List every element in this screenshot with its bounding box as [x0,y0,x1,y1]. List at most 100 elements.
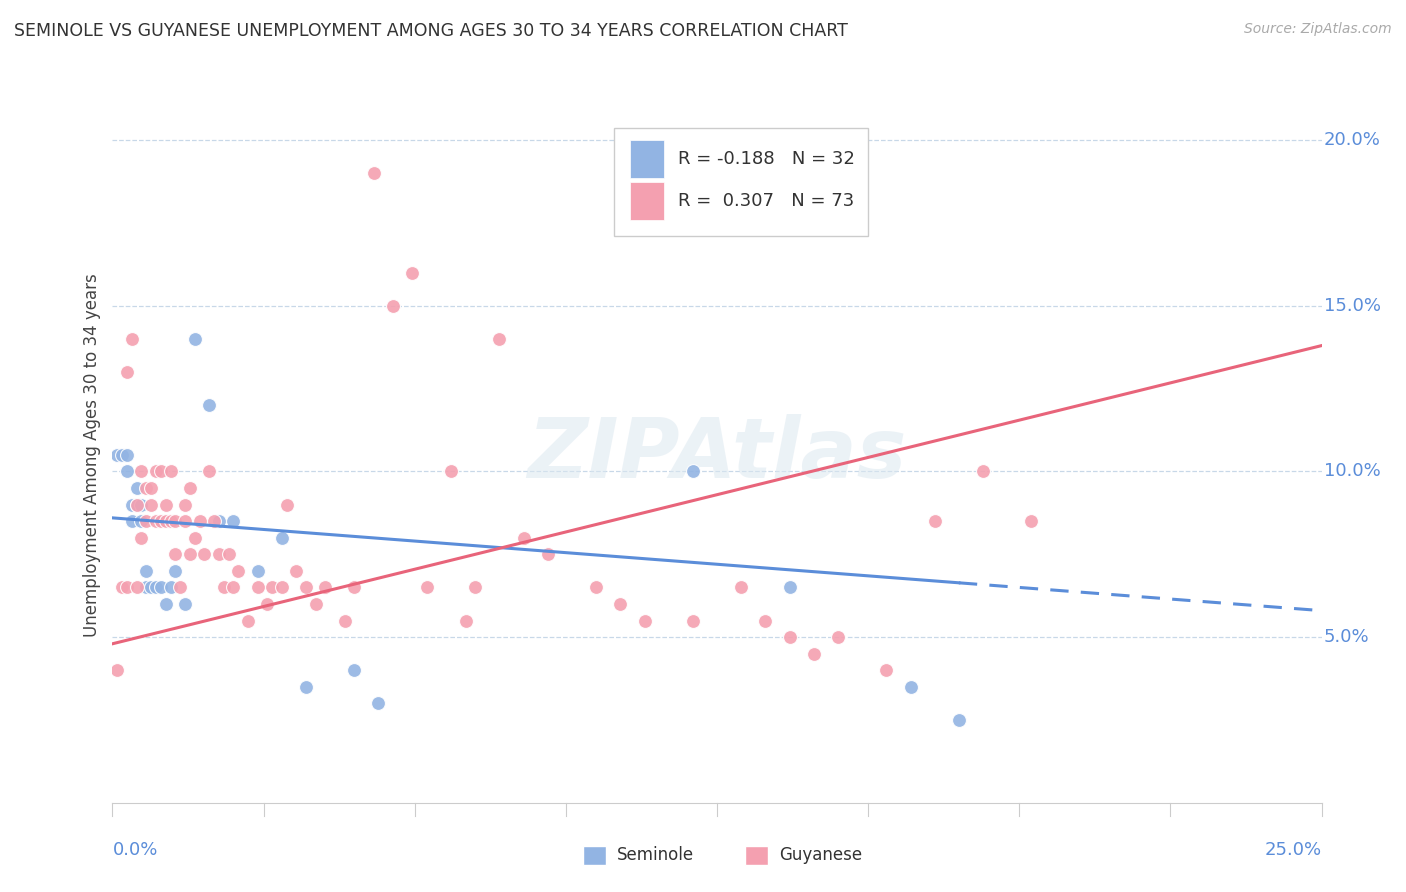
Point [454,614,477,628]
Point [212,581,235,595]
Text: Source: ZipAtlas.com: Source: ZipAtlas.com [1244,22,1392,37]
Text: Guyanese: Guyanese [779,847,862,864]
Text: R =  0.307   N = 73: R = 0.307 N = 73 [678,192,855,210]
Point [226,564,249,578]
Point [202,514,225,528]
Point [125,498,148,512]
Point [262,581,284,595]
Point [145,514,167,528]
Point [270,531,292,545]
Point [159,514,181,528]
Point [1021,514,1043,528]
Point [208,547,231,561]
Point [174,597,197,611]
Point [131,514,153,528]
Point [730,581,752,595]
Point [222,581,245,595]
Point [165,547,187,561]
Point [304,597,326,611]
Point [149,514,172,528]
Point [270,581,292,595]
Point [165,564,187,578]
Point [179,547,201,561]
Point [165,514,187,528]
Point [295,581,318,595]
Point [115,465,138,479]
Point [105,448,128,462]
Point [145,465,167,479]
Point [333,614,356,628]
Point [183,332,205,346]
Point [256,597,278,611]
Point [121,498,143,512]
Point [609,597,631,611]
Point [131,465,153,479]
Point [159,465,181,479]
Text: SEMINOLE VS GUYANESE UNEMPLOYMENT AMONG AGES 30 TO 34 YEARS CORRELATION CHART: SEMINOLE VS GUYANESE UNEMPLOYMENT AMONG … [14,22,848,40]
Point [875,663,897,677]
Text: Seminole: Seminole [617,847,695,864]
Point [141,581,163,595]
Point [135,514,157,528]
Point [537,547,560,561]
Point [193,547,215,561]
Point [141,481,163,495]
Point [115,365,138,379]
Point [135,581,157,595]
Point [155,498,177,512]
Point [367,697,389,711]
Point [285,564,308,578]
Point [416,581,439,595]
Text: 5.0%: 5.0% [1324,628,1369,646]
Point [440,465,463,479]
Point [125,581,148,595]
Point [145,581,167,595]
Bar [630,140,664,178]
Point [149,581,172,595]
Text: 15.0%: 15.0% [1324,297,1381,315]
Point [779,581,801,595]
Point [343,581,366,595]
FancyBboxPatch shape [614,128,868,235]
Point [236,614,259,628]
Point [183,531,205,545]
Point [115,581,138,595]
Point [343,663,366,677]
Y-axis label: Unemployment Among Ages 30 to 34 years: Unemployment Among Ages 30 to 34 years [83,273,101,637]
Point [900,680,922,694]
Text: 25.0%: 25.0% [1264,841,1322,859]
Point [633,614,655,628]
Point [464,581,486,595]
Point [363,166,385,180]
Point [754,614,776,628]
Point [382,299,405,313]
Point [169,581,191,595]
Point [198,398,221,412]
Text: 20.0%: 20.0% [1324,131,1381,149]
Point [295,680,318,694]
Point [803,647,825,661]
Point [111,581,134,595]
Point [682,614,704,628]
Point [135,564,157,578]
Point [198,465,221,479]
Point [155,514,177,528]
Point [125,498,148,512]
Point [276,498,298,512]
Point [149,465,172,479]
Point [208,514,231,528]
Point [141,498,163,512]
Point [105,663,128,677]
Point [488,332,510,346]
Point [314,581,336,595]
Text: 0.0%: 0.0% [112,841,157,859]
Point [827,630,849,644]
Point [218,547,240,561]
Point [121,514,143,528]
Point [174,498,197,512]
Point [115,448,138,462]
Point [179,481,201,495]
Point [972,465,994,479]
Point [174,514,197,528]
Point [159,581,181,595]
